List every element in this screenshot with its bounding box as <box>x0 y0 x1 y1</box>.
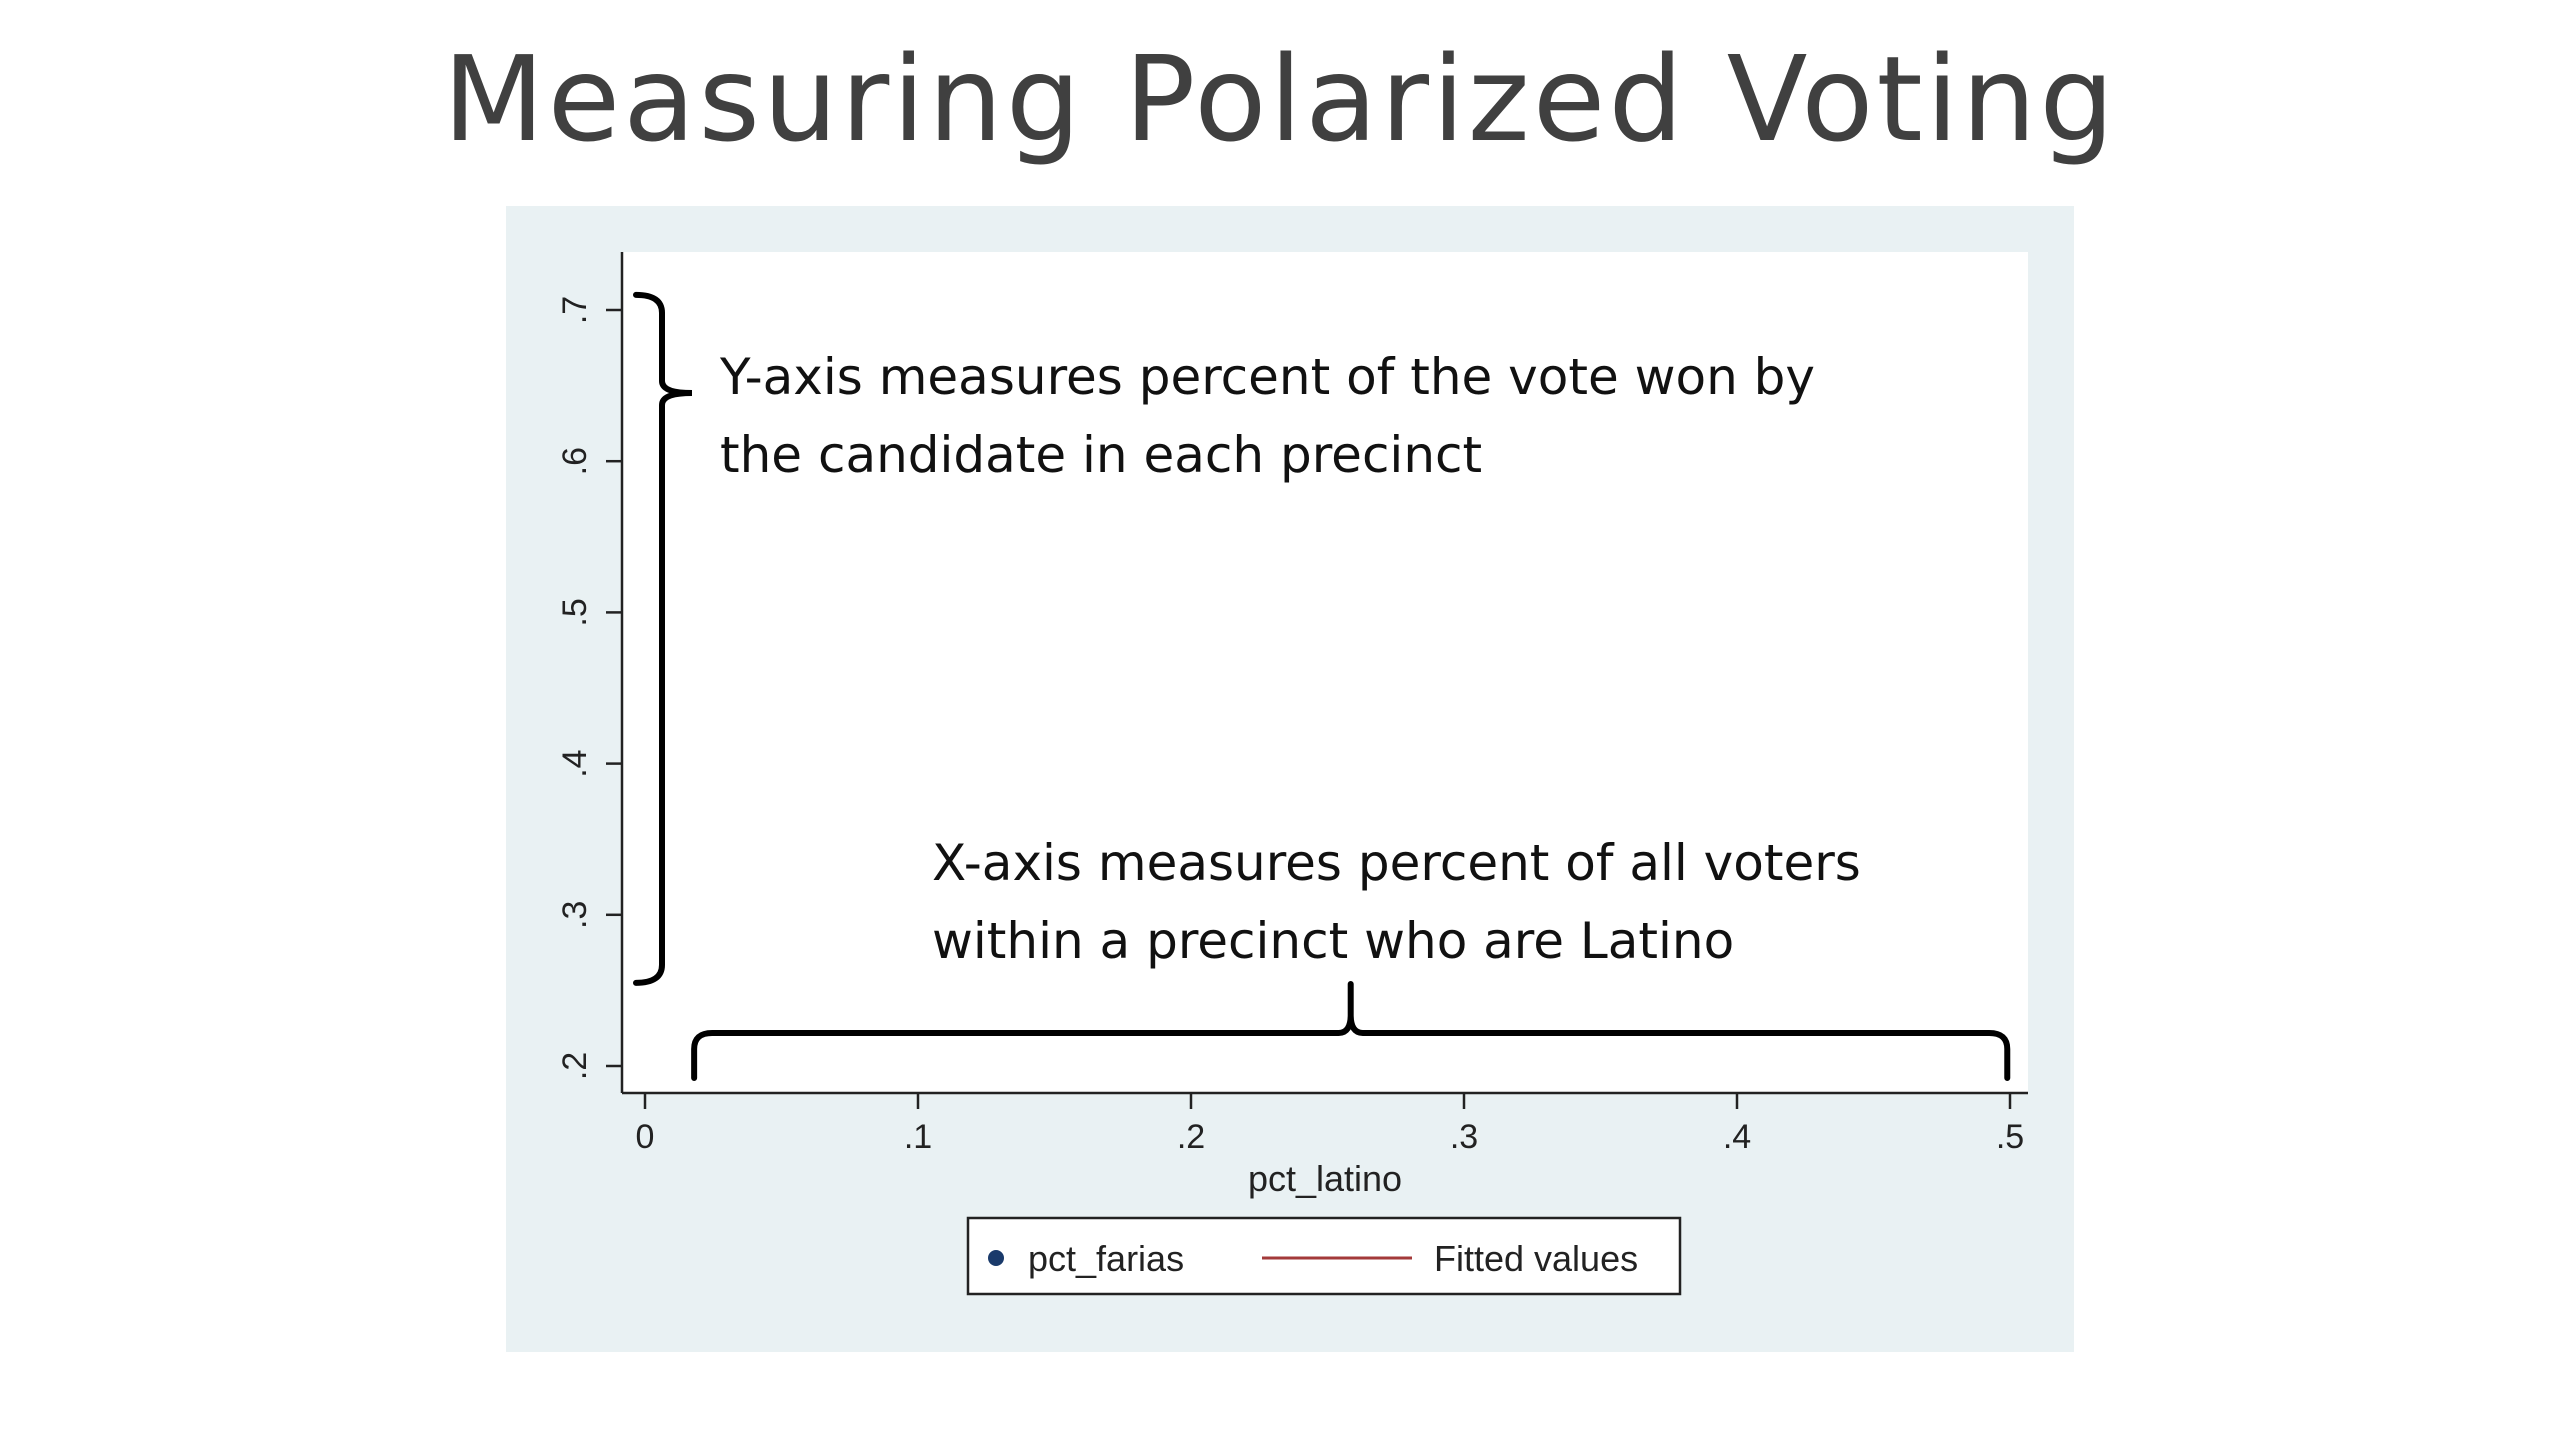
x-tick-label: .4 <box>1723 1118 1751 1156</box>
brace-path <box>691 981 2011 1081</box>
y-tick-label: .3 <box>556 901 594 929</box>
y-tick-label: .4 <box>556 749 594 777</box>
x-tick-label: .1 <box>904 1118 932 1156</box>
y-axis-annotation: Y-axis measures percent of the vote won … <box>719 348 1815 484</box>
plot-area <box>622 252 2028 1093</box>
legend-label: pct_farias <box>1028 1238 1184 1279</box>
y-tick-label: .7 <box>556 296 594 324</box>
brace-path <box>633 291 693 986</box>
legend-box <box>966 1216 1682 1296</box>
x-tick-label: 0 <box>636 1118 655 1156</box>
x-axis-brace <box>691 981 2011 1081</box>
y-axis-brace <box>633 291 693 986</box>
legend-marker-dot <box>988 1250 1004 1266</box>
y-annotation-line: Y-axis measures percent of the vote won … <box>719 348 1815 406</box>
y-tick-label: .2 <box>556 1052 594 1080</box>
y-axis-ticks: .2 .3 .4 .5 .6 .7 <box>556 296 622 1080</box>
x-tick-label: .2 <box>1177 1118 1205 1156</box>
legend-label: Fitted values <box>1434 1238 1638 1279</box>
slide-title: Measuring Polarized Voting <box>442 30 2118 168</box>
x-tick-label: .5 <box>1996 1118 2024 1156</box>
x-annotation-line: X-axis measures percent of all voters <box>932 834 1861 892</box>
x-annotation-line: within a precinct who are Latino <box>932 912 1734 970</box>
y-tick-label: .5 <box>556 598 594 626</box>
x-axis-ticks: 0 .1 .2 .3 .4 .5 <box>636 1093 2024 1156</box>
y-annotation-line: the candidate in each precinct <box>720 426 1482 484</box>
x-axis-annotation: X-axis measures percent of all voters wit… <box>932 834 1861 970</box>
chart-legend: pct_farias Fitted values <box>966 1216 1682 1296</box>
y-tick-label: .6 <box>556 447 594 475</box>
x-axis-label: pct_latino <box>1248 1158 1402 1199</box>
x-tick-label: .3 <box>1450 1118 1478 1156</box>
